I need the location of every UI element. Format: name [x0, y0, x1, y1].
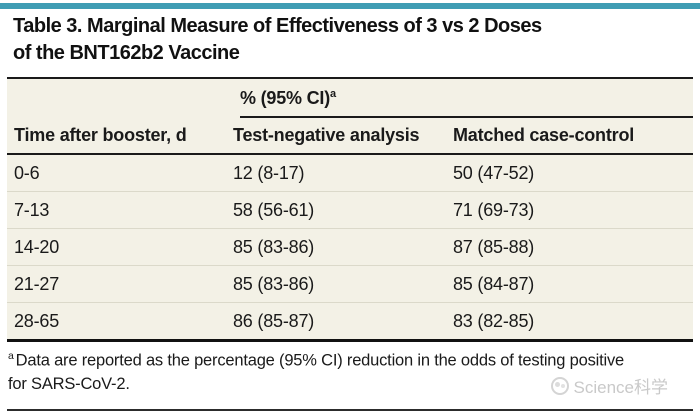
- cell-matched: 85 (84-87): [453, 273, 535, 294]
- column-header-row: Time after booster, d Test-negative anal…: [7, 125, 693, 146]
- cell-test-negative: 85 (83-86): [233, 273, 315, 294]
- cell-time: 21-27: [14, 273, 60, 294]
- column-header-matched: Matched case-control: [453, 124, 635, 145]
- watermark: Science科学: [550, 373, 668, 398]
- table-title-line-1: Table 3. Marginal Measure of Effectivene…: [13, 15, 542, 37]
- top-accent-bar: [0, 3, 700, 9]
- table-row: 28-65 86 (85-87) 83 (82-85): [7, 302, 693, 339]
- cell-test-negative: 86 (85-87): [233, 310, 315, 331]
- header-bottom-rule: [7, 152, 693, 155]
- table-title: Table 3. Marginal Measure of Effectivene…: [13, 13, 542, 67]
- cell-time: 0-6: [14, 162, 40, 183]
- watermark-text: Science科学: [573, 378, 668, 397]
- table-header: % (95% CI)a Time after booster, d Test-n…: [7, 78, 693, 153]
- spanning-header-text: % (95% CI): [240, 87, 331, 108]
- table-title-line-2: of the BNT162b2 Vaccine: [13, 42, 240, 64]
- column-header-test-negative: Test-negative analysis: [233, 124, 420, 145]
- cell-time: 28-65: [14, 310, 60, 331]
- page-bottom-rule: [7, 409, 693, 411]
- cell-test-negative: 85 (83-86): [233, 236, 315, 257]
- table-row: 14-20 85 (83-86) 87 (85-88): [7, 228, 693, 265]
- cell-time: 7-13: [14, 199, 50, 220]
- cell-time: 14-20: [14, 236, 60, 257]
- spanning-column-header: % (95% CI)a: [240, 88, 336, 109]
- science-logo-icon: [550, 376, 569, 395]
- table-bottom-rule: [7, 339, 693, 342]
- table-top-rule: [7, 77, 693, 79]
- cell-test-negative: 12 (8-17): [233, 162, 305, 183]
- table-row: 7-13 58 (56-61) 71 (69-73): [7, 191, 693, 228]
- spanning-header-footnote-marker: a: [330, 87, 336, 100]
- cell-test-negative: 58 (56-61): [233, 199, 315, 220]
- footnote-marker: a: [8, 350, 14, 362]
- table-row: 0-6 12 (8-17) 50 (47-52): [7, 155, 693, 191]
- table-footnote: a Data are reported as the percentage (95…: [8, 345, 630, 396]
- cell-matched: 71 (69-73): [453, 199, 535, 220]
- spanning-header-underline: [240, 115, 693, 118]
- footnote-text: Data are reported as the percentage (95%…: [8, 351, 624, 393]
- effectiveness-table: % (95% CI)a Time after booster, d Test-n…: [7, 77, 693, 342]
- cell-matched: 50 (47-52): [453, 162, 535, 183]
- column-header-time: Time after booster, d: [14, 124, 187, 145]
- cell-matched: 83 (82-85): [453, 310, 535, 331]
- table-row: 21-27 85 (83-86) 85 (84-87): [7, 265, 693, 302]
- cell-matched: 87 (85-88): [453, 236, 535, 257]
